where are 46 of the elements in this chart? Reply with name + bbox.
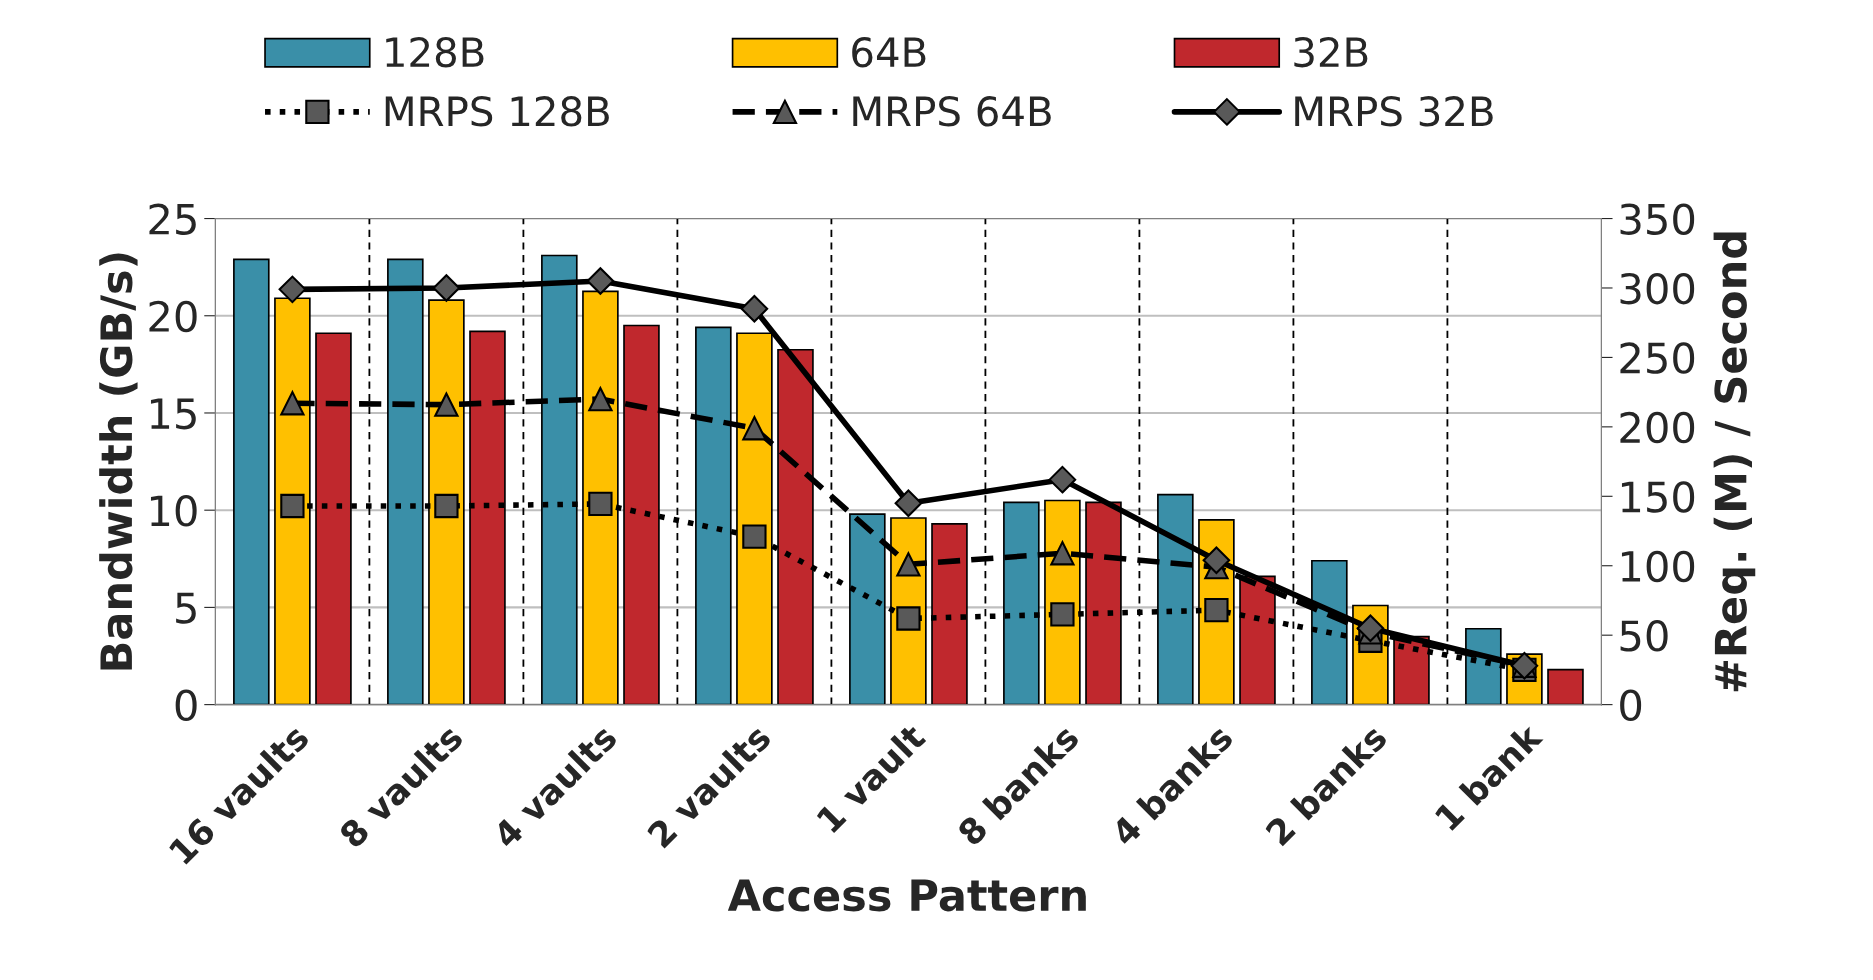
- bar: [1547, 668, 1584, 705]
- point: [278, 275, 307, 304]
- point: [1050, 602, 1075, 627]
- bar: [233, 258, 270, 705]
- y2-tick-label: 100: [1621, 550, 1695, 583]
- point: [1356, 614, 1385, 643]
- point: [1050, 541, 1075, 566]
- point: [586, 267, 615, 295]
- y2-tick-label: 150: [1621, 481, 1695, 513]
- y-tick-label: 25: [149, 203, 196, 235]
- y-tick-label: 10: [150, 495, 197, 527]
- y2-tick-label: 0: [1620, 689, 1642, 722]
- y-tick-label: 20: [149, 300, 197, 333]
- legend-label: 32B: [1294, 36, 1368, 68]
- y-tick-label: 0: [175, 689, 197, 722]
- point: [588, 386, 613, 412]
- legend-label: 64B: [852, 36, 926, 68]
- point: [740, 295, 769, 323]
- point: [896, 606, 921, 631]
- point: [742, 416, 767, 441]
- point: [1202, 546, 1231, 574]
- x-axis-title: Access Pattern: [727, 879, 1086, 912]
- legend-label: MRPS 32B: [1295, 96, 1493, 127]
- y2-tick-label: 350: [1620, 203, 1695, 235]
- point: [742, 524, 767, 549]
- y-tick-label: 5: [176, 592, 196, 624]
- y2-tick-label: 300: [1620, 272, 1695, 305]
- point: [434, 392, 459, 417]
- point: [434, 493, 459, 519]
- point: [894, 489, 923, 518]
- point: [588, 491, 613, 517]
- legend-label: MRPS 64B: [853, 96, 1051, 127]
- y2-tick-label: 250: [1620, 342, 1695, 374]
- y2-tick-label: 50: [1620, 620, 1668, 652]
- point: [280, 391, 305, 416]
- point: [1204, 598, 1229, 623]
- y-tick-label: 15: [150, 398, 196, 430]
- point: [1048, 465, 1077, 494]
- point: [432, 274, 461, 302]
- legend-label: 128B: [386, 36, 484, 68]
- point: [280, 493, 305, 519]
- y2-tick-label: 200: [1620, 411, 1695, 444]
- y2-axis-title: #Req. (M) / Second: [1713, 232, 1756, 692]
- point: [896, 552, 921, 577]
- y-axis-title: Bandwidth (GB/s): [99, 253, 138, 670]
- legend-label: MRPS 128B: [385, 96, 609, 127]
